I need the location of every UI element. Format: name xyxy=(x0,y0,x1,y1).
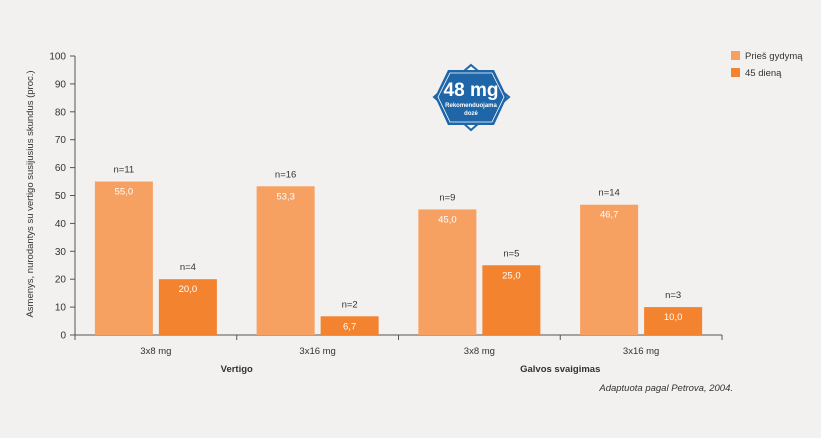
x-tick-label: 3x16 mg xyxy=(299,346,335,357)
badge-dose-text: 48 mg xyxy=(444,80,499,101)
n-label: n=9 xyxy=(439,192,455,203)
y-tick-label: 60 xyxy=(55,163,67,174)
bar xyxy=(94,181,153,335)
bar-value-label: 46,7 xyxy=(600,210,619,221)
n-label: n=3 xyxy=(665,290,681,301)
legend-label-after: 45 dieną xyxy=(745,68,782,79)
bar-value-label: 10,0 xyxy=(664,312,683,323)
badge-inner-outline xyxy=(437,72,505,123)
bar xyxy=(256,186,315,335)
y-tick-label: 100 xyxy=(49,52,66,63)
bar-value-label: 6,7 xyxy=(343,321,356,332)
y-tick-label: 70 xyxy=(55,135,67,146)
badge-hexagon xyxy=(435,70,507,125)
n-label: n=11 xyxy=(114,165,135,176)
bar-value-label: 55,0 xyxy=(115,187,134,198)
bar xyxy=(320,316,379,335)
badge-line2-text: dozė xyxy=(464,111,478,117)
y-tick-label: 90 xyxy=(55,79,67,90)
y-tick-label: 40 xyxy=(55,219,67,230)
n-label: n=2 xyxy=(342,299,358,310)
y-tick-label: 20 xyxy=(55,275,67,286)
bar xyxy=(158,279,217,335)
bar xyxy=(644,307,703,335)
y-tick-label: 30 xyxy=(55,247,67,258)
x-tick-label: 3x8 mg xyxy=(464,346,495,357)
legend: Prieš gydymą 45 dieną xyxy=(731,51,803,79)
bar xyxy=(418,209,477,335)
x-tick-label: 3x8 mg xyxy=(140,346,171,357)
n-label: n=4 xyxy=(180,262,196,273)
bar xyxy=(580,204,639,335)
bar-value-label: 53,3 xyxy=(276,191,295,202)
source-note: Adaptuota pagal Petrova, 2004. xyxy=(598,383,733,394)
y-tick-label: 80 xyxy=(55,107,67,118)
bar-value-label: 25,0 xyxy=(502,270,521,281)
y-tick-label: 50 xyxy=(55,191,67,202)
bar-value-label: 20,0 xyxy=(179,284,198,295)
bar-value-label: 45,0 xyxy=(438,214,457,225)
group-label: Vertigo xyxy=(221,364,253,375)
legend-swatch-before xyxy=(731,51,740,60)
bar xyxy=(482,265,541,335)
n-label: n=16 xyxy=(275,169,296,180)
y-tick-label: 0 xyxy=(60,331,66,342)
labels: 55,0 n=11 20,0 n=4 3x8 mg 53,3 n=16 6,7 n=2 3x16 … xyxy=(114,165,683,375)
bars xyxy=(94,181,703,335)
n-label: n=14 xyxy=(598,188,619,199)
legend-label-before: Prieš gydymą xyxy=(745,51,803,62)
n-label: n=5 xyxy=(503,248,519,259)
y-axis-label: Asmenys, nurodantys su vertigo susijusiu… xyxy=(25,70,36,317)
badge-line1-text: Rekomenduojama xyxy=(445,103,497,109)
dose-badge: 48 mg Rekomenduojama dozė xyxy=(432,63,511,132)
y-tick-label: 10 xyxy=(55,303,67,314)
group-label: Galvos svaigimas xyxy=(520,364,600,375)
legend-swatch-after xyxy=(731,68,740,77)
x-tick-label: 3x16 mg xyxy=(623,346,659,357)
